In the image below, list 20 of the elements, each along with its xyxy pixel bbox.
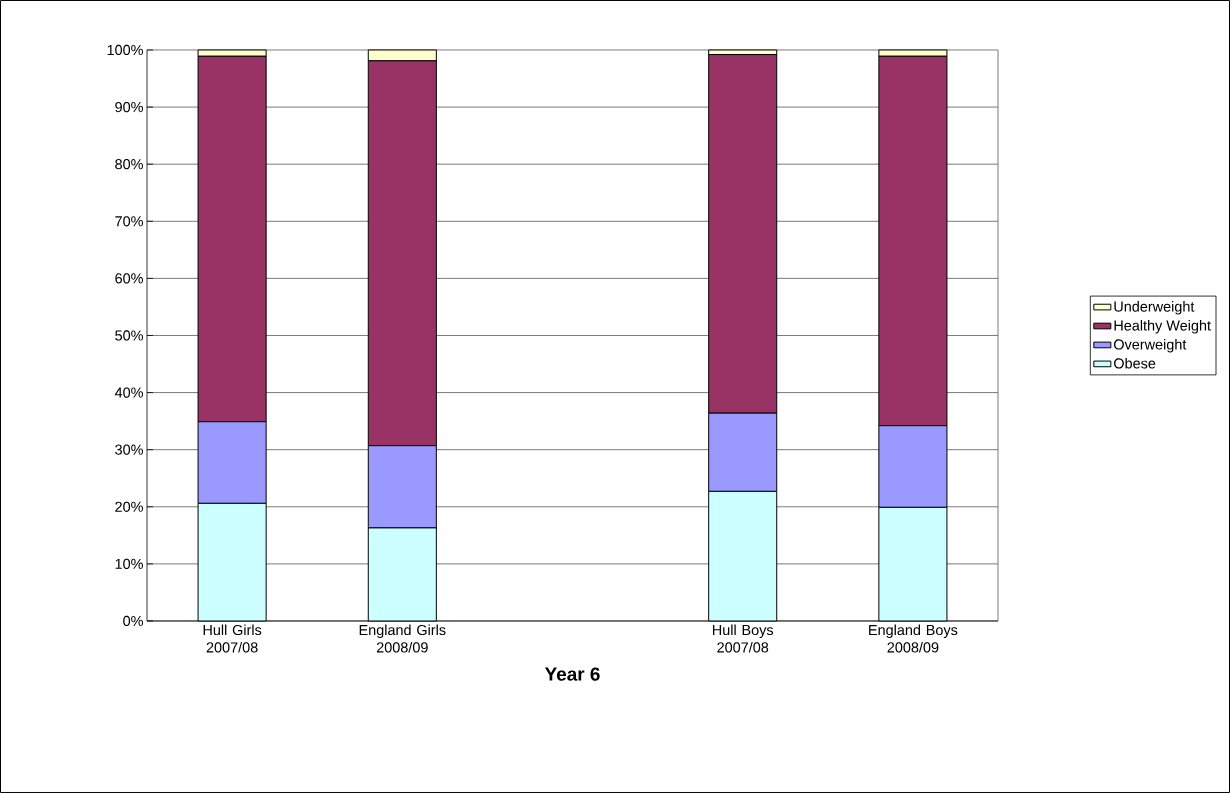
x-tick-label: England Boys 2008/09 — [869, 624, 958, 653]
x-axis-title: Year 6 — [544, 667, 600, 681]
legend-label: Underweight — [1114, 301, 1195, 315]
legend-label: Obese — [1114, 357, 1156, 369]
y-tick-label: 30% — [115, 444, 143, 455]
y-tick-label: 10% — [115, 558, 143, 569]
y-tick-label: 0% — [123, 615, 143, 627]
y-tick-label: 80% — [115, 159, 143, 170]
y-tick-label: 40% — [114, 387, 143, 398]
legend-label: Healthy Weight — [1114, 320, 1211, 334]
y-tick-label: 70% — [115, 216, 143, 227]
legend-label: Overweight — [1114, 338, 1187, 353]
y-tick-label: 50% — [115, 330, 143, 341]
x-tick-label: England Girls 2008/09 — [359, 624, 446, 653]
y-tick-label: 20% — [115, 501, 143, 512]
y-tick-label: 100% — [107, 44, 143, 56]
x-tick-label: Hull Girls 2007/08 — [203, 624, 262, 653]
x-tick-label: Hull Boys 2007/08 — [712, 624, 774, 653]
y-tick-label: 90% — [115, 101, 143, 113]
y-tick-label: 60% — [115, 273, 143, 284]
